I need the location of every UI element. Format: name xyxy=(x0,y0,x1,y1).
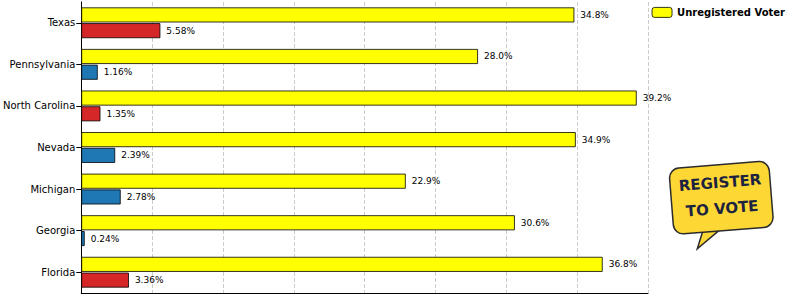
svg-text:1.16%: 1.16% xyxy=(104,67,133,77)
svg-text:Georgia: Georgia xyxy=(36,225,75,236)
svg-text:30.6%: 30.6% xyxy=(521,218,550,228)
svg-text:34.9%: 34.9% xyxy=(582,135,611,145)
svg-text:22.9%: 22.9% xyxy=(412,176,441,186)
svg-text:5.58%: 5.58% xyxy=(166,26,195,36)
svg-text:2.39%: 2.39% xyxy=(121,150,150,160)
svg-text:Florida: Florida xyxy=(41,267,75,278)
svg-text:39.2%: 39.2% xyxy=(643,93,672,103)
svg-text:Pennsylvania: Pennsylvania xyxy=(10,59,76,70)
svg-text:Unregistered Voter: Unregistered Voter xyxy=(677,7,785,18)
svg-text:2.78%: 2.78% xyxy=(127,192,156,202)
svg-text:TO VOTE: TO VOTE xyxy=(685,197,759,221)
svg-text:1.35%: 1.35% xyxy=(106,109,135,119)
svg-text:North Carolina: North Carolina xyxy=(3,100,75,111)
svg-text:3.36%: 3.36% xyxy=(135,275,164,285)
svg-text:36.8%: 36.8% xyxy=(609,259,638,269)
svg-text:Texas: Texas xyxy=(47,17,76,28)
svg-text:Michigan: Michigan xyxy=(30,184,75,195)
svg-text:REGISTER: REGISTER xyxy=(678,170,762,195)
svg-text:28.0%: 28.0% xyxy=(484,51,513,61)
svg-text:Nevada: Nevada xyxy=(37,142,75,153)
svg-text:0.24%: 0.24% xyxy=(91,234,120,244)
svg-text:34.8%: 34.8% xyxy=(580,10,609,20)
